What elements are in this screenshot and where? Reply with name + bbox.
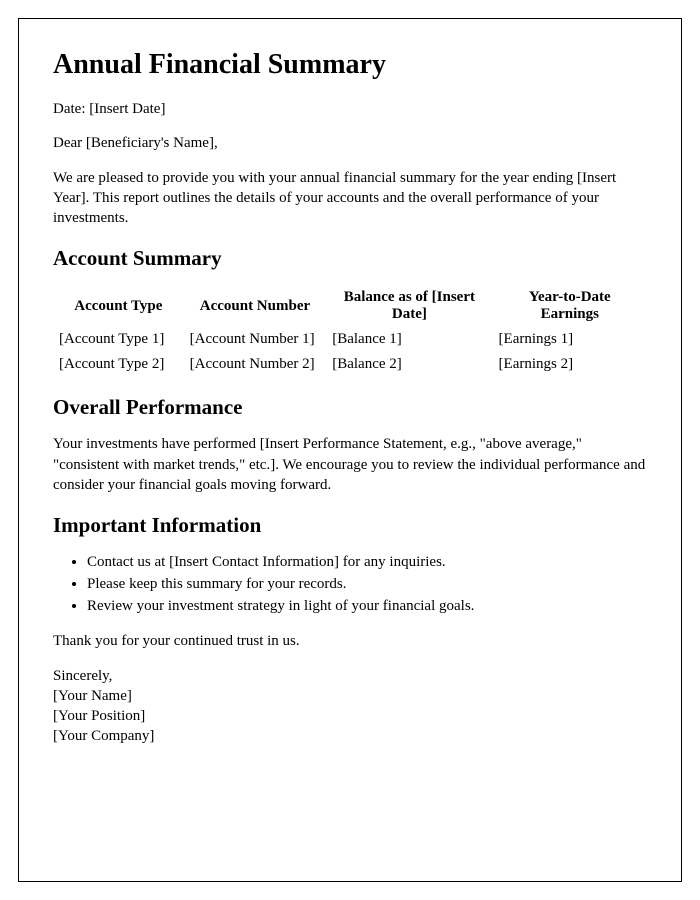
cell-account-number: [Account Number 1]	[184, 327, 327, 352]
account-summary-table: Account Type Account Number Balance as o…	[53, 285, 647, 377]
signature-name: [Your Name]	[53, 686, 647, 706]
table-row: [Account Type 2] [Account Number 2] [Bal…	[53, 352, 647, 377]
date-line: Date: [Insert Date]	[53, 99, 647, 119]
intro-paragraph: We are pleased to provide you with your …	[53, 168, 647, 229]
list-item: Contact us at [Insert Contact Informatio…	[87, 552, 647, 574]
account-summary-heading: Account Summary	[53, 246, 647, 271]
cell-account-type: [Account Type 1]	[53, 327, 184, 352]
closing: Sincerely,	[53, 666, 647, 686]
col-balance: Balance as of [Insert Date]	[326, 285, 492, 327]
table-header-row: Account Type Account Number Balance as o…	[53, 285, 647, 327]
page-title: Annual Financial Summary	[53, 49, 647, 81]
cell-earnings: [Earnings 2]	[493, 352, 647, 377]
important-info-list: Contact us at [Insert Contact Informatio…	[87, 552, 647, 617]
important-info-heading: Important Information	[53, 513, 647, 538]
cell-balance: [Balance 2]	[326, 352, 492, 377]
signature-block: Sincerely, [Your Name] [Your Position] […	[53, 666, 647, 747]
overall-performance-heading: Overall Performance	[53, 395, 647, 420]
thanks-line: Thank you for your continued trust in us…	[53, 631, 647, 651]
signature-position: [Your Position]	[53, 706, 647, 726]
cell-balance: [Balance 1]	[326, 327, 492, 352]
cell-account-type: [Account Type 2]	[53, 352, 184, 377]
col-account-type: Account Type	[53, 285, 184, 327]
table-row: [Account Type 1] [Account Number 1] [Bal…	[53, 327, 647, 352]
col-earnings: Year-to-Date Earnings	[493, 285, 647, 327]
salutation: Dear [Beneficiary's Name],	[53, 133, 647, 153]
list-item: Please keep this summary for your record…	[87, 574, 647, 596]
signature-company: [Your Company]	[53, 726, 647, 746]
cell-account-number: [Account Number 2]	[184, 352, 327, 377]
performance-paragraph: Your investments have performed [Insert …	[53, 434, 647, 495]
col-account-number: Account Number	[184, 285, 327, 327]
document-page: Annual Financial Summary Date: [Insert D…	[18, 18, 682, 882]
cell-earnings: [Earnings 1]	[493, 327, 647, 352]
list-item: Review your investment strategy in light…	[87, 596, 647, 618]
